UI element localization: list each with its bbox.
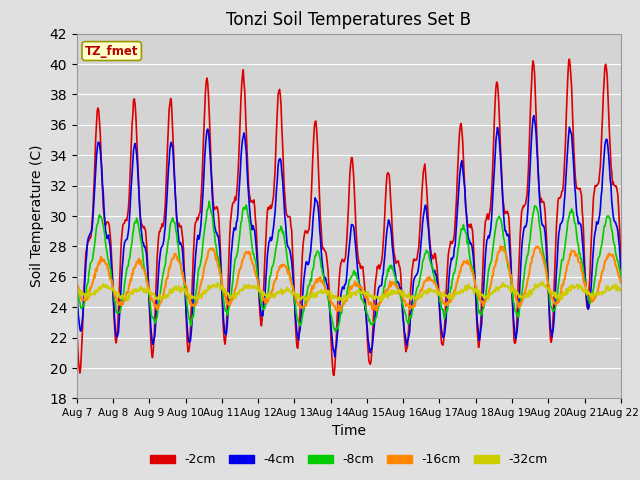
Title: Tonzi Soil Temperatures Set B: Tonzi Soil Temperatures Set B xyxy=(227,11,471,29)
Y-axis label: Soil Temperature (C): Soil Temperature (C) xyxy=(30,145,44,287)
Text: TZ_fmet: TZ_fmet xyxy=(85,45,138,58)
X-axis label: Time: Time xyxy=(332,424,366,438)
Legend: -2cm, -4cm, -8cm, -16cm, -32cm: -2cm, -4cm, -8cm, -16cm, -32cm xyxy=(145,448,553,471)
